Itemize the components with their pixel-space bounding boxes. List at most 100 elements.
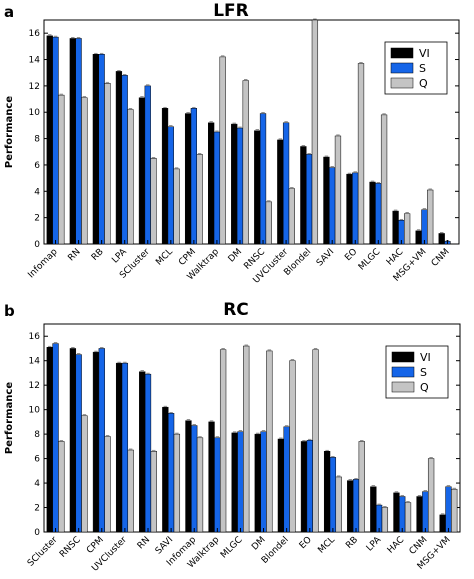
bar-b-q-6 [196, 437, 204, 533]
y-tick-label-a-1: 2 [34, 214, 40, 224]
bar-a-vi-17 [438, 233, 445, 245]
bar-b-s-9 [260, 431, 267, 533]
panel-a: a LFR Performance 0 2 4 6 8 10 12 14 16 Infomap RN… [4, 1, 460, 286]
legend-swatch-b-q [391, 381, 415, 393]
x-tick-label-b-1: RNSC [58, 535, 83, 560]
bar-b-q-13 [358, 441, 365, 533]
bar-a-vi-8 [231, 123, 238, 245]
bar-b-vi-0 [46, 347, 53, 533]
bar-a-q-3 [127, 109, 134, 245]
bar-a-s-6 [190, 108, 197, 245]
bar-b-q-0 [58, 441, 65, 533]
bar-a-s-7 [213, 131, 221, 245]
bar-b-q-9 [266, 350, 273, 533]
x-tick-label-a-13: EO [343, 247, 359, 263]
bar-b-q-8 [243, 345, 250, 533]
bar-b-vi-12 [323, 451, 331, 533]
bar-a-q-12 [334, 135, 342, 245]
x-tick-label-a-0: Infomap [26, 247, 59, 280]
y-axis-label-b: Performance [4, 382, 15, 454]
bar-a-s-13 [352, 172, 359, 245]
bar-a-q-14 [380, 114, 388, 245]
x-tick-label-b-8: MLGC [219, 535, 244, 560]
bar-a-s-8 [236, 127, 244, 245]
bar-a-q-0 [58, 94, 65, 245]
bar-b-vi-17 [439, 514, 446, 533]
bar-a-vi-11 [300, 146, 307, 245]
bar-b-q-12 [335, 476, 342, 533]
bar-b-vi-6 [185, 420, 192, 533]
bar-b-vi-2 [92, 351, 100, 533]
bar-b-vi-4 [139, 371, 146, 533]
bar-a-q-13 [357, 63, 365, 245]
bar-b-q-7 [219, 349, 227, 533]
legend-swatch-a-vi [390, 47, 414, 59]
bar-b-vi-11 [300, 441, 308, 533]
bar-b-vi-7 [208, 421, 215, 533]
bar-a-q-1 [81, 97, 88, 245]
bar-b-q-14 [381, 507, 389, 533]
bar-a-vi-3 [115, 71, 123, 245]
bar-b-vi-10 [277, 438, 285, 533]
legend-a: VI SQ [384, 41, 448, 95]
x-tick-label-a-15: HAC [385, 247, 406, 268]
x-tick-label-a-12: SAVI [315, 247, 336, 268]
legend-label-a-s: S [419, 62, 426, 75]
legend-b: VI SQ [385, 345, 449, 399]
bar-b-q-3 [127, 449, 134, 533]
panel-letter-b: b [4, 302, 15, 320]
x-tick-label-b-12: MCL [316, 535, 337, 556]
bar-b-s-2 [98, 348, 105, 533]
x-tick-label-a-3: LPA [110, 246, 129, 265]
bar-b-vi-5 [162, 406, 169, 533]
bar-a-vi-10 [277, 139, 284, 245]
bar-a-vi-2 [92, 54, 99, 245]
bar-b-q-16 [427, 458, 435, 533]
y-tick-label-a-2: 4 [34, 187, 40, 197]
legend-swatch-a-q [390, 77, 414, 89]
bar-b-s-17 [445, 486, 452, 533]
y-tick-label-a-8: 16 [29, 29, 41, 39]
bar-b-q-15 [404, 502, 412, 533]
y-tick-label-a-3: 6 [34, 161, 40, 171]
bar-a-s-3 [121, 75, 128, 245]
bar-b-s-5 [167, 413, 175, 533]
legend-swatch-a-s [390, 62, 414, 74]
bar-a-vi-15 [392, 210, 399, 245]
bar-a-q-8 [242, 80, 249, 245]
legend-swatch-b-s [391, 366, 415, 378]
panel-b: b RC Performance 0246810121416SClusterRN… [4, 300, 461, 574]
bar-b-q-5 [173, 433, 181, 533]
bar-b-s-16 [422, 491, 429, 533]
legend-label-a-vi: VI [419, 47, 430, 60]
bar-a-s-16 [421, 209, 428, 245]
x-tick-label-b-11: EO [298, 535, 314, 551]
y-axis-label-a: Performance [4, 96, 15, 168]
bar-a-vi-1 [69, 38, 76, 245]
y-tick-label-a-5: 10 [29, 108, 41, 118]
bar-b-vi-13 [347, 480, 354, 533]
bar-a-q-15 [403, 213, 411, 245]
x-tick-label-b-4: RN [136, 535, 152, 551]
bar-b-s-6 [191, 425, 198, 533]
y-tick-label-b-0: 0 [34, 528, 40, 538]
bar-a-vi-5 [161, 108, 169, 245]
bar-b-vi-3 [115, 362, 123, 533]
x-tick-label-b-9: DM [250, 535, 267, 552]
y-tick-label-b-1: 2 [34, 504, 40, 514]
legend-label-b-s: S [420, 366, 427, 379]
bar-a-vi-7 [208, 122, 215, 245]
bar-b-s-1 [75, 354, 82, 533]
bar-b-s-0 [52, 343, 59, 533]
x-tick-label-b-13: RB [344, 535, 360, 551]
bar-b-s-11 [306, 439, 313, 533]
bar-a-vi-12 [323, 156, 330, 245]
bar-b-s-12 [329, 457, 337, 533]
bar-a-vi-9 [254, 130, 261, 245]
bar-b-s-8 [237, 431, 244, 533]
x-tick-label-a-5: MCL [154, 247, 175, 268]
bar-b-s-14 [375, 504, 383, 533]
x-tick-label-b-14: LPA [365, 534, 384, 553]
bar-b-q-11 [312, 349, 319, 533]
x-tick-label-a-17: CNM [430, 247, 452, 269]
